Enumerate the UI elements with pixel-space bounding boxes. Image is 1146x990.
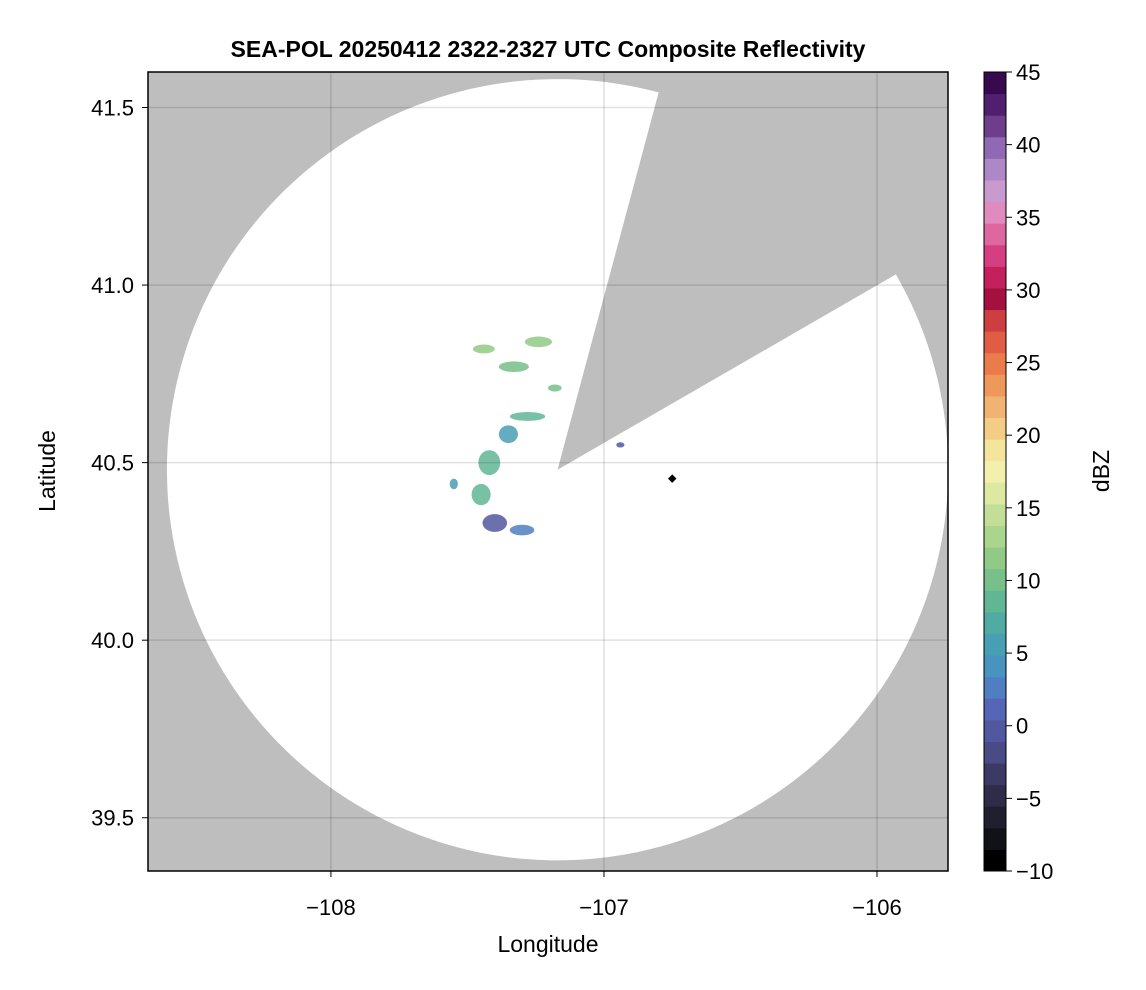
colorbar-segment xyxy=(984,611,1006,634)
echo-cell xyxy=(478,450,501,476)
colorbar xyxy=(984,72,1006,872)
y-tick-label: 41.5 xyxy=(91,96,134,121)
colorbar-tick-label: 40 xyxy=(1016,133,1040,158)
colorbar-segment xyxy=(984,763,1006,786)
colorbar-segment xyxy=(984,72,1006,95)
colorbar-segment xyxy=(984,374,1006,397)
colorbar-segment xyxy=(984,568,1006,591)
grid-lines xyxy=(148,72,948,871)
colorbar-tick-label: 30 xyxy=(1016,278,1040,303)
colorbar-frame xyxy=(983,71,1007,872)
colorbar-tick-label: 45 xyxy=(1016,60,1040,85)
colorbar-segment xyxy=(984,503,1006,526)
echo-cell xyxy=(472,344,495,354)
x-axis-label: Longitude xyxy=(497,931,598,957)
colorbar-tick-label: 5 xyxy=(1016,641,1028,666)
y-tick-label: 39.5 xyxy=(91,806,134,831)
colorbar-segment xyxy=(984,115,1006,138)
colorbar-segment xyxy=(984,395,1006,419)
colorbar-segment xyxy=(984,93,1006,116)
chart-title: SEA-POL 20250412 2322-2327 UTC Composite… xyxy=(231,36,866,62)
colorbar-segment xyxy=(984,633,1006,656)
colorbar-tick-label: −5 xyxy=(1016,786,1041,811)
colorbar-segment xyxy=(984,417,1006,440)
echo-cell xyxy=(616,442,625,448)
colorbar-tick-label: 35 xyxy=(1016,205,1040,230)
echo-cell xyxy=(498,361,529,373)
plot-area xyxy=(148,72,948,871)
colorbar-segment xyxy=(984,287,1006,311)
colorbar-segment xyxy=(984,806,1006,829)
radar-coverage xyxy=(166,79,948,861)
x-tick-label: −106 xyxy=(852,895,902,920)
colorbar-tick-label: 25 xyxy=(1016,351,1040,376)
echo-layer xyxy=(449,336,625,536)
colorbar-tick-label: 0 xyxy=(1016,714,1028,739)
colorbar-segment xyxy=(984,827,1006,850)
colorbar-segment xyxy=(984,352,1006,375)
colorbar-segment xyxy=(984,655,1006,678)
echo-cell xyxy=(498,425,518,444)
echo-cell xyxy=(449,478,458,490)
y-tick-label: 40.0 xyxy=(91,628,134,653)
colorbar-segment xyxy=(984,158,1006,181)
echo-cell xyxy=(471,483,491,506)
colorbar-tick-label: 15 xyxy=(1016,496,1040,521)
echo-cell xyxy=(482,514,508,532)
colorbar-segment xyxy=(984,439,1006,462)
colorbar-segment xyxy=(984,784,1006,807)
colorbar-segment xyxy=(984,849,1006,872)
colorbar-segment xyxy=(984,179,1006,203)
colorbar-segment xyxy=(984,331,1006,354)
y-tick-label: 40.5 xyxy=(91,451,134,476)
y-axis-label: Latitude xyxy=(34,430,60,512)
colorbar-segment xyxy=(984,547,1006,570)
colorbar-tick-label: 20 xyxy=(1016,423,1040,448)
x-tick-label: −108 xyxy=(306,895,356,920)
colorbar-segment xyxy=(984,719,1006,742)
colorbar-segment xyxy=(984,201,1006,224)
colorbar-segment xyxy=(984,525,1006,548)
plot-frame xyxy=(147,71,949,872)
radar-site-marker xyxy=(667,474,677,483)
x-tick-label: −107 xyxy=(579,895,629,920)
colorbar-segment xyxy=(984,266,1006,289)
x-axis-ticks: −108 −107 −106 xyxy=(306,871,902,920)
colorbar-segment xyxy=(984,741,1006,764)
echo-cell xyxy=(509,412,546,421)
colorbar-tick-label: −10 xyxy=(1016,859,1053,884)
colorbar-segment xyxy=(984,136,1006,159)
colorbar-segment xyxy=(984,482,1006,505)
colorbar-tick-label: 10 xyxy=(1016,568,1040,593)
colorbar-segment xyxy=(984,590,1006,613)
colorbar-segment xyxy=(984,698,1006,721)
colorbar-ticks: −10 −5 0 5 10 15 20 25 30 35 40 45 xyxy=(1006,60,1053,884)
colorbar-segment xyxy=(984,223,1006,246)
echo-cell xyxy=(509,524,535,536)
colorbar-segment xyxy=(984,676,1006,699)
colorbar-segment xyxy=(984,244,1006,267)
colorbar-label: dBZ xyxy=(1088,450,1114,492)
colorbar-segment xyxy=(984,460,1006,483)
y-axis-ticks: 39.5 40.0 40.5 41.0 41.5 xyxy=(91,96,148,831)
colorbar-segment xyxy=(984,309,1006,332)
y-tick-label: 41.0 xyxy=(91,273,134,298)
echo-cell xyxy=(548,384,562,392)
echo-cell xyxy=(524,336,553,348)
